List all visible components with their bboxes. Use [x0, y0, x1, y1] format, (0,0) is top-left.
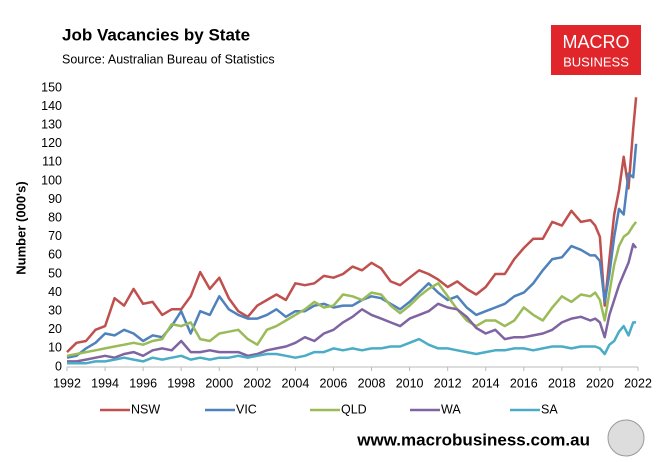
logo-text: MACRO: [563, 32, 630, 52]
x-tick-label: 2014: [472, 376, 500, 390]
y-tick-label: 70: [48, 229, 62, 243]
x-tick-label: 2004: [281, 376, 309, 390]
y-tick-label: 60: [48, 248, 62, 262]
y-tick-label: 110: [42, 155, 62, 169]
y-axis-label: Number (000's): [13, 181, 28, 274]
x-tick-label: 2018: [548, 376, 576, 390]
series-line: [67, 242, 638, 363]
y-tick-label: 10: [48, 341, 62, 355]
x-tick-label: 1998: [167, 376, 195, 390]
chart-title: Job Vacancies by State: [62, 25, 250, 44]
legend-label: SA: [541, 402, 558, 416]
footer: www.macrobusiness.com.au: [356, 430, 590, 449]
x-tick-label: 2002: [243, 376, 271, 390]
series-line: [66, 97, 638, 353]
y-tick-label: 80: [48, 210, 62, 224]
x-tick-label: 1996: [129, 376, 157, 390]
x-tick-label: 2022: [624, 376, 652, 390]
y-tick-label: 140: [41, 99, 62, 113]
y-tick-label: 120: [41, 136, 62, 150]
x-tick-label: 2008: [358, 376, 386, 390]
y-tick-label: 100: [41, 173, 62, 187]
x-tick-label: 2000: [205, 376, 233, 390]
y-tick-label: 40: [48, 285, 62, 299]
x-tick-label: 1992: [53, 376, 81, 390]
logo-box: [551, 25, 641, 75]
x-tick-label: 2012: [434, 376, 462, 390]
x-tick-label: 2010: [396, 376, 424, 390]
wolf-icon: [607, 419, 645, 457]
legend-label: WA: [441, 402, 461, 416]
y-tick-label: 30: [48, 303, 62, 317]
series-line: [67, 321, 637, 365]
x-tick-label: 1994: [91, 376, 119, 390]
y-tick-label: 20: [48, 322, 62, 336]
legend-label: VIC: [236, 402, 257, 416]
y-tick-label: 150: [41, 80, 62, 94]
x-tick-label: 2006: [320, 376, 348, 390]
logo-text: BUSINESS: [563, 54, 629, 69]
y-tick-label: 130: [41, 117, 62, 131]
y-tick-label: 50: [48, 266, 62, 280]
series-line: [66, 143, 638, 359]
chart-subtitle: Source: Australian Bureau of Statistics: [62, 52, 275, 66]
series-line: [66, 221, 638, 358]
x-tick-label: 2016: [510, 376, 538, 390]
legend-label: QLD: [341, 402, 367, 416]
y-tick-label: 0: [55, 359, 62, 373]
x-tick-label: 2020: [586, 376, 614, 390]
y-tick-label: 90: [48, 192, 62, 206]
legend-label: NSW: [131, 402, 160, 416]
